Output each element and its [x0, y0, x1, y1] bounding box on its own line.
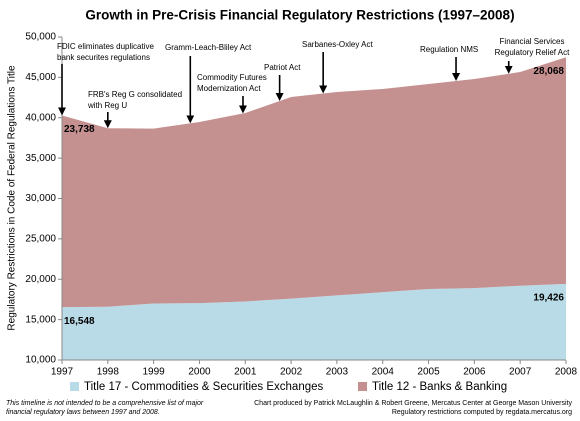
legend-swatch — [70, 382, 79, 391]
y-tick-label: 50,000 — [25, 32, 56, 43]
data-label: 19,426 — [533, 293, 564, 304]
chart-title: Growth in Pre-Crisis Financial Regulator… — [85, 8, 514, 23]
annotation: bank securites regulations — [57, 53, 150, 62]
x-tick-label: 1997 — [51, 367, 74, 378]
annotation: FRB's Reg G consolidated — [88, 90, 182, 99]
x-tick-label: 2000 — [188, 367, 211, 378]
data-label: 16,548 — [64, 316, 95, 327]
area — [62, 57, 566, 308]
annotation: with Reg U — [87, 101, 127, 110]
x-tick-label: 1998 — [97, 367, 120, 378]
credit: Chart produced by Patrick McLaughlin & R… — [254, 400, 572, 407]
annotation: FDIC eliminates duplicative — [57, 42, 154, 51]
annotation: Gramm-Leach-Bliley Act — [165, 43, 252, 52]
annotation: Financial Services — [500, 37, 565, 46]
x-tick-label: 2001 — [234, 367, 257, 378]
footnote: This timeline is not intended to be a co… — [6, 400, 204, 407]
y-tick-label: 10,000 — [25, 355, 56, 366]
legend-label: Title 17 - Commodities & Securities Exch… — [84, 381, 324, 393]
y-tick-label: 20,000 — [25, 274, 56, 285]
data-label: 23,738 — [64, 124, 95, 135]
annotation: Sarbanes-Oxley Act — [302, 40, 373, 49]
credit: Regulatory restrictions computed by regd… — [392, 409, 572, 416]
y-axis-label: Regulatory Restrictions in Code of Feder… — [7, 65, 18, 331]
annotation: Modernization Act — [197, 84, 261, 93]
x-tick-label: 2004 — [372, 367, 395, 378]
annotation: Patriot Act — [264, 63, 301, 72]
x-tick-label: 2003 — [326, 367, 349, 378]
y-tick-label: 45,000 — [25, 72, 56, 83]
annotation: Regulatory Relief Act — [495, 48, 570, 57]
annotation: Commodity Futures — [197, 73, 267, 82]
y-tick-label: 15,000 — [25, 314, 56, 325]
y-tick-label: 40,000 — [25, 112, 56, 123]
annotation: Regulation NMS — [420, 45, 478, 54]
data-label: 28,068 — [533, 66, 564, 77]
y-tick-label: 30,000 — [25, 193, 56, 204]
x-tick-label: 2002 — [280, 367, 303, 378]
x-tick-label: 1999 — [143, 367, 166, 378]
y-tick-label: 25,000 — [25, 234, 56, 245]
x-tick-label: 2006 — [463, 367, 486, 378]
area — [62, 283, 566, 360]
footnote: financial regulatory laws between 1997 a… — [6, 409, 160, 416]
x-tick-label: 2005 — [417, 367, 440, 378]
x-tick-label: 2008 — [555, 367, 578, 378]
legend-label: Title 12 - Banks & Banking — [372, 381, 507, 393]
x-tick-label: 2007 — [509, 367, 532, 378]
y-tick-label: 35,000 — [25, 153, 56, 164]
legend-swatch — [358, 382, 367, 391]
